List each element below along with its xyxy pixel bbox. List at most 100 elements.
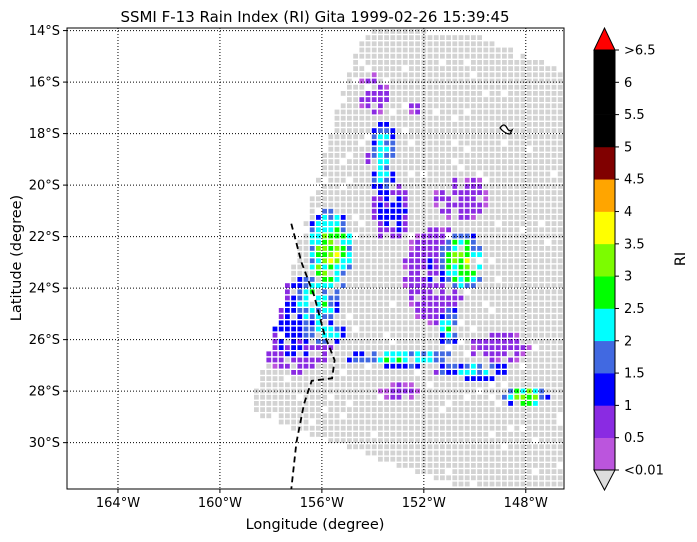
no-rain-pixel <box>340 382 346 388</box>
no-rain-pixel <box>347 227 352 233</box>
no-rain-pixel <box>378 351 383 357</box>
no-rain-pixel <box>489 233 495 239</box>
no-rain-pixel <box>539 456 544 462</box>
no-rain-pixel <box>471 456 476 462</box>
rain-pixel <box>409 258 414 264</box>
rain-pixel <box>402 357 408 363</box>
rain-pixel <box>446 258 451 264</box>
no-rain-pixel <box>520 456 526 462</box>
no-rain-pixel <box>464 450 470 456</box>
no-rain-pixel <box>539 289 544 295</box>
no-rain-pixel <box>471 146 476 152</box>
no-rain-pixel <box>477 432 482 437</box>
no-rain-pixel <box>502 289 507 295</box>
rain-pixel <box>446 320 451 326</box>
no-rain-pixel <box>353 425 358 431</box>
rain-pixel <box>378 202 383 208</box>
no-rain-pixel <box>495 283 501 288</box>
no-rain-pixel <box>378 363 383 369</box>
no-rain-pixel <box>557 326 563 332</box>
no-rain-pixel <box>433 115 439 121</box>
no-rain-pixel <box>483 115 489 121</box>
no-rain-pixel <box>452 35 458 40</box>
y-tick-label: 22°S <box>29 230 60 245</box>
no-rain-pixel <box>526 103 532 109</box>
no-rain-pixel <box>464 35 470 40</box>
no-rain-pixel <box>402 171 408 177</box>
no-rain-pixel <box>545 177 551 183</box>
rain-pixel <box>340 270 346 276</box>
rain-pixel <box>303 357 309 363</box>
no-rain-pixel <box>390 246 396 251</box>
no-rain-pixel <box>502 314 507 319</box>
rain-pixel <box>303 295 309 301</box>
rain-pixel <box>384 84 389 90</box>
no-rain-pixel <box>508 72 513 78</box>
no-rain-pixel <box>471 475 476 481</box>
no-rain-pixel <box>446 35 451 40</box>
no-rain-pixel <box>359 425 365 431</box>
rain-pixel <box>440 370 445 375</box>
rain-pixel <box>291 332 296 338</box>
no-rain-pixel <box>390 103 396 109</box>
no-rain-pixel <box>396 239 402 245</box>
no-rain-pixel <box>347 140 352 146</box>
no-rain-pixel <box>514 159 520 164</box>
no-rain-pixel <box>539 202 544 208</box>
no-rain-pixel <box>502 184 507 189</box>
rain-pixel <box>353 357 358 363</box>
no-rain-pixel <box>495 320 501 326</box>
rain-pixel <box>297 289 303 295</box>
colorbar-tick-label: 1.5 <box>624 367 645 382</box>
no-rain-pixel <box>514 277 520 282</box>
rain-pixel <box>452 339 458 344</box>
no-rain-pixel <box>433 78 439 84</box>
no-rain-pixel <box>502 252 507 257</box>
no-rain-pixel <box>309 270 315 276</box>
no-rain-pixel <box>371 289 377 295</box>
no-rain-pixel <box>371 41 377 47</box>
no-rain-pixel <box>526 326 532 332</box>
no-rain-pixel <box>353 60 358 65</box>
rain-pixel <box>409 270 414 276</box>
no-rain-pixel <box>334 370 340 375</box>
no-rain-pixel <box>526 122 532 127</box>
rain-pixel <box>297 308 303 313</box>
no-rain-pixel <box>309 215 315 220</box>
no-rain-pixel <box>415 432 420 437</box>
rain-pixel <box>421 252 427 257</box>
no-rain-pixel <box>489 419 495 425</box>
no-rain-pixel <box>340 301 346 307</box>
no-rain-pixel <box>471 165 476 171</box>
rain-pixel <box>309 357 315 363</box>
no-rain-pixel <box>533 190 538 195</box>
no-rain-pixel <box>340 122 346 127</box>
no-rain-pixel <box>458 72 464 78</box>
no-rain-pixel <box>545 376 551 381</box>
no-rain-pixel <box>489 47 495 53</box>
no-rain-pixel <box>347 91 352 96</box>
no-rain-pixel <box>285 370 290 375</box>
no-rain-pixel <box>340 208 346 214</box>
no-rain-pixel <box>545 66 551 71</box>
no-rain-pixel <box>458 357 464 363</box>
no-rain-pixel <box>452 208 458 214</box>
no-rain-pixel <box>508 202 513 208</box>
no-rain-pixel <box>427 332 433 338</box>
no-rain-pixel <box>340 202 346 208</box>
no-rain-pixel <box>483 41 489 47</box>
no-rain-pixel <box>371 233 377 239</box>
no-rain-pixel <box>347 190 352 195</box>
rain-pixel <box>477 252 482 257</box>
no-rain-pixel <box>471 35 476 40</box>
no-rain-pixel <box>545 469 551 474</box>
no-rain-pixel <box>371 320 377 326</box>
no-rain-pixel <box>477 270 482 276</box>
no-rain-pixel <box>502 239 507 245</box>
no-rain-pixel <box>359 376 365 381</box>
no-rain-pixel <box>396 456 402 462</box>
rain-pixel <box>508 401 513 406</box>
no-rain-pixel <box>433 289 439 295</box>
no-rain-pixel <box>464 295 470 301</box>
no-rain-pixel <box>316 332 321 338</box>
